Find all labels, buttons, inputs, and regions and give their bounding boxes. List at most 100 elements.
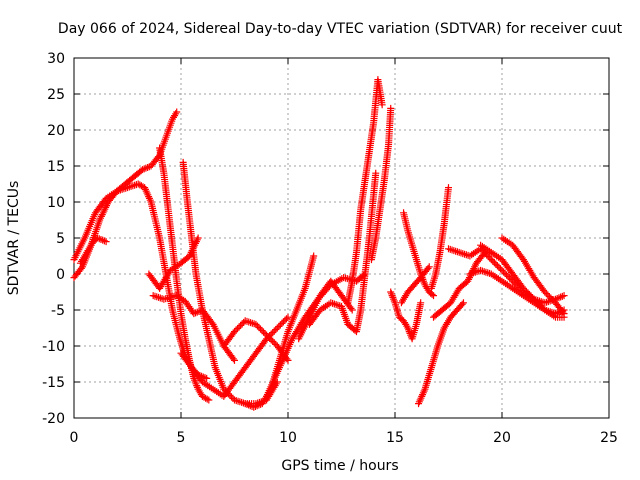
data-point: [360, 271, 368, 279]
data-point: [260, 328, 268, 336]
data-point: [530, 295, 538, 303]
data-point: [238, 320, 246, 328]
data-point: [445, 184, 452, 192]
series-arc-24: [477, 241, 568, 318]
data-point: [264, 333, 272, 341]
data-point: [282, 315, 290, 323]
data-point: [266, 334, 274, 342]
data-point: [486, 254, 494, 262]
series-arc-25: [498, 234, 568, 318]
data-point: [140, 165, 148, 173]
data-point: [500, 268, 508, 276]
data-point: [529, 294, 537, 302]
data-point: [558, 292, 566, 300]
data-point: [256, 325, 264, 333]
data-point: [521, 286, 529, 294]
y-tick-label: 25: [47, 87, 65, 103]
data-point: [232, 326, 240, 334]
data-point: [507, 276, 515, 284]
data-point: [173, 108, 181, 116]
data-point: [284, 313, 292, 321]
data-point: [243, 400, 251, 408]
data-point: [138, 166, 146, 174]
data-point: [504, 273, 512, 281]
axis-ticks: 0 5 10 15 20 25 -20 -15 -10 -5 0 5 10 15 20 25 30: [42, 51, 618, 446]
data-point: [251, 402, 259, 410]
data-point: [194, 234, 202, 242]
data-point: [237, 321, 245, 329]
data-point: [255, 401, 263, 409]
data-point: [459, 299, 467, 307]
series-arc-8: [177, 313, 292, 400]
data-point: [203, 374, 211, 382]
data-point: [100, 237, 108, 245]
grid-lines: [74, 58, 609, 418]
data-point: [263, 331, 271, 339]
data-point: [535, 300, 543, 308]
data-point: [261, 330, 269, 338]
data-point: [509, 277, 517, 285]
data-point: [560, 292, 568, 300]
series-arc-15: [367, 104, 395, 264]
data-point: [250, 403, 258, 411]
data-point: [496, 265, 504, 273]
data-point: [77, 264, 85, 272]
x-tick-label: 25: [600, 430, 618, 446]
y-tick-label: 15: [47, 159, 65, 175]
data-point: [227, 393, 235, 401]
data-point: [231, 328, 238, 336]
data-point: [202, 394, 210, 402]
data-point: [258, 327, 266, 335]
data-point: [142, 164, 150, 172]
data-point: [495, 263, 503, 271]
series-arc-10: [220, 317, 292, 364]
x-tick-label: 15: [386, 430, 404, 446]
data-point: [279, 318, 287, 326]
data-point: [424, 264, 432, 272]
data-point: [541, 288, 549, 296]
series-arc-3: [76, 234, 110, 267]
data-point: [490, 259, 498, 267]
data-point: [234, 325, 242, 333]
series-arc-13: [305, 169, 380, 336]
data-point: [372, 169, 380, 177]
x-tick-label: 10: [279, 430, 297, 446]
data-point: [555, 294, 563, 302]
data-point: [498, 266, 506, 274]
data-point: [208, 319, 216, 327]
data-point: [492, 260, 500, 268]
series-arc-14: [344, 76, 386, 307]
data-point: [94, 234, 102, 242]
data-point: [192, 309, 200, 317]
data-point: [269, 337, 277, 345]
y-tick-label: -5: [51, 303, 65, 319]
data-point: [310, 252, 318, 260]
series-arc-7: [149, 292, 238, 364]
data-point: [378, 101, 386, 109]
data-point: [547, 294, 555, 302]
data-point: [522, 287, 530, 295]
data-point: [205, 396, 213, 404]
data-point: [548, 296, 556, 304]
data-point: [487, 256, 495, 264]
data-point: [552, 310, 559, 318]
y-tick-label: 10: [47, 195, 65, 211]
data-point: [102, 238, 110, 246]
series-arc-20: [427, 184, 452, 292]
data-point: [348, 306, 356, 314]
data-point: [281, 316, 289, 324]
data-point: [417, 299, 425, 307]
data-point: [483, 251, 491, 259]
series-arc-19: [415, 299, 467, 408]
data-point: [269, 329, 277, 337]
data-point: [253, 322, 261, 330]
y-tick-label: 20: [47, 123, 65, 139]
data-point: [201, 374, 209, 382]
x-tick-label: 20: [493, 430, 511, 446]
data-point: [193, 308, 201, 316]
data-point: [347, 304, 355, 312]
data-point: [533, 298, 541, 306]
x-axis-label: GPS time / hours: [281, 458, 398, 474]
y-tick-label: -10: [42, 339, 65, 355]
data-point: [137, 182, 145, 190]
